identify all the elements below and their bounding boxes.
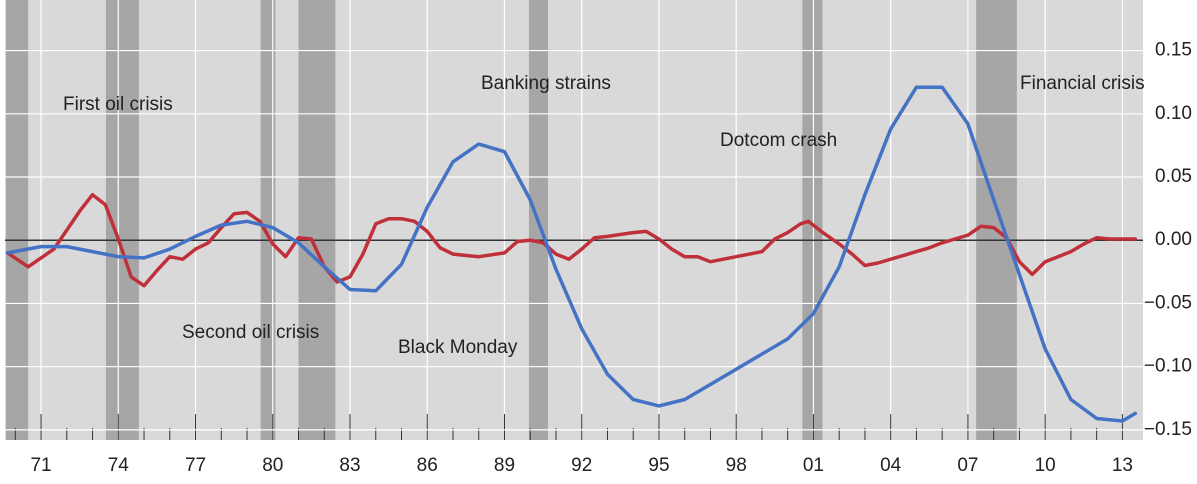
y-tick-label: −0.10	[1144, 356, 1192, 377]
x-tick-label: 13	[1112, 455, 1133, 476]
x-tick-label: 07	[957, 455, 978, 476]
x-tick-label: 86	[417, 455, 438, 476]
annotation: First oil crisis	[63, 94, 173, 115]
annotation: Financial crisis	[1020, 73, 1145, 94]
plot-background	[5, 0, 1143, 440]
annotation: Black Monday	[398, 337, 518, 358]
x-tick-label: 83	[339, 455, 360, 476]
x-tick-label: 04	[880, 455, 902, 476]
annotation: Banking strains	[481, 73, 611, 94]
x-tick-label: 98	[726, 455, 747, 476]
x-tick-label: 10	[1035, 455, 1056, 476]
x-tick-label: 71	[30, 455, 51, 476]
x-tick-label: 80	[262, 455, 283, 476]
annotation: Dotcom crash	[720, 130, 837, 151]
shaded-period	[298, 0, 336, 440]
y-tick-label: 0.00	[1155, 229, 1192, 250]
y-tick-label: −0.15	[1144, 419, 1192, 440]
shaded-period	[6, 0, 29, 440]
y-tick-label: −0.05	[1144, 292, 1192, 313]
y-tick-label: 0.15	[1155, 40, 1192, 61]
x-tick-label: 92	[571, 455, 592, 476]
shaded-period	[976, 0, 1017, 440]
x-tick-label: 89	[494, 455, 515, 476]
shaded-period	[260, 0, 276, 440]
y-tick-label: 0.05	[1155, 166, 1192, 187]
x-tick-label: 95	[648, 455, 669, 476]
x-tick-label: 74	[108, 455, 130, 476]
x-tick-label: 01	[803, 455, 824, 476]
data-line	[5, 192, 1138, 288]
shaded-period	[802, 0, 823, 440]
x-tick-label: 77	[185, 455, 206, 476]
annotation: Second oil crisis	[182, 322, 319, 343]
y-tick-label: 0.10	[1155, 103, 1192, 124]
data-line	[5, 85, 1138, 423]
